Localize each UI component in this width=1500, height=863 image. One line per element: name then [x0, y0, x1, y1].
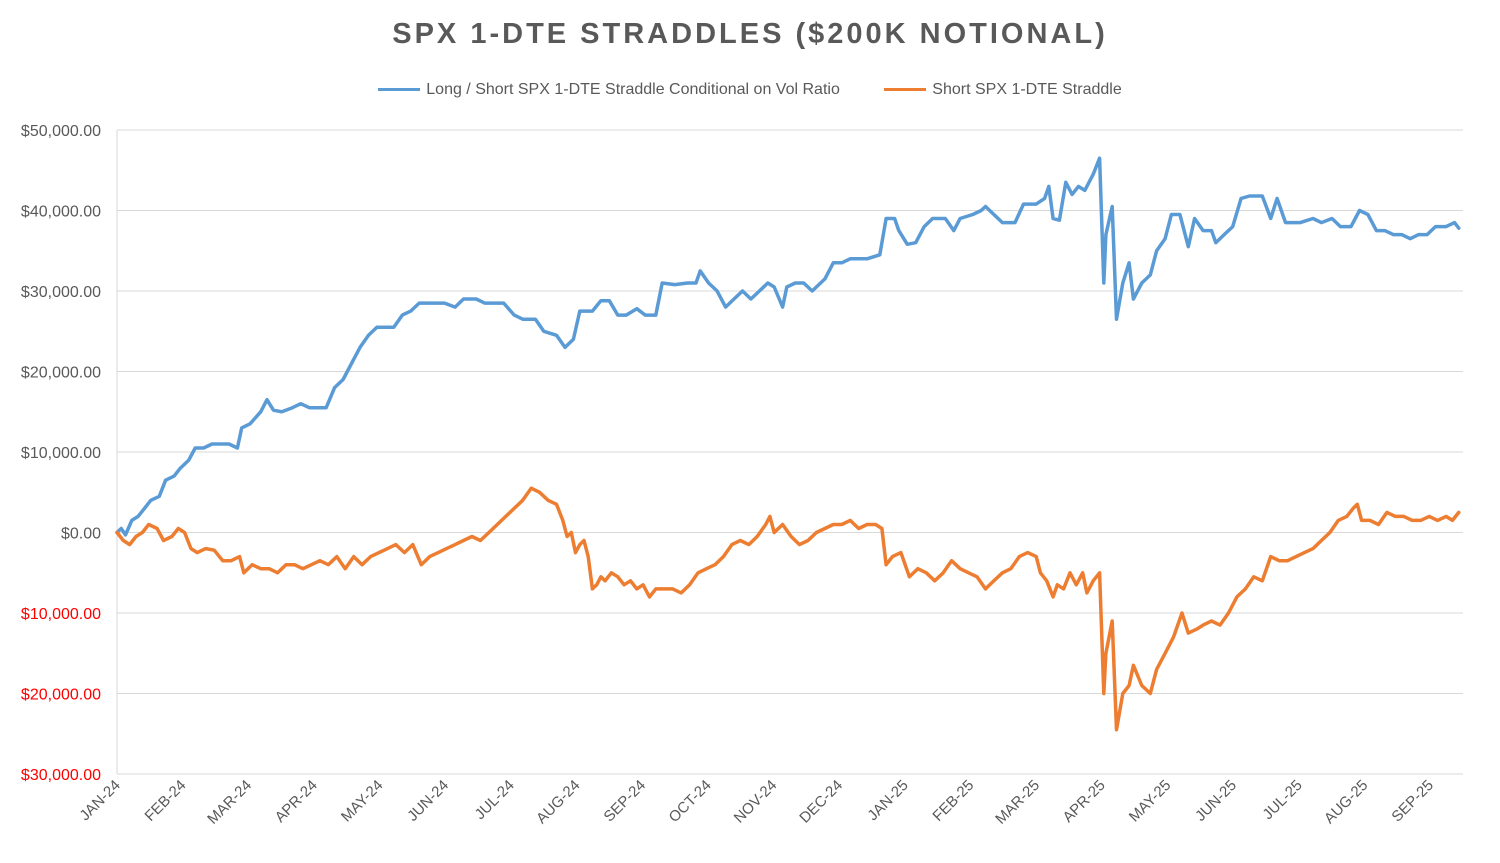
chart-title: SPX 1-DTE STRADDLES ($200K NOTIONAL) — [392, 18, 1108, 50]
y-tick-label: $20,000.00 — [21, 365, 101, 382]
x-tick-label: DEC-24 — [796, 777, 846, 827]
legend-swatch-series-2 — [884, 88, 927, 91]
y-tick-label: $30,000.00 — [21, 284, 101, 301]
y-tick-label: $30,000.00 — [21, 767, 101, 784]
x-tick-label: APR-25 — [1060, 777, 1109, 826]
x-tick-label: NOV-24 — [731, 777, 781, 827]
x-tick-label: FEB-25 — [929, 777, 977, 825]
x-tick-label: SEP-25 — [1388, 777, 1437, 826]
x-tick-label: AUG-24 — [533, 777, 583, 827]
legend-item-series-1: Long / Short SPX 1-DTE Straddle Conditio… — [378, 81, 840, 99]
y-tick-label: $0.00 — [61, 526, 101, 543]
y-tick-label: $40,000.00 — [21, 204, 101, 221]
x-tick-label: FEB-24 — [142, 777, 190, 825]
y-tick-label: $10,000.00 — [21, 445, 101, 462]
series-line-1 — [115, 156, 1461, 537]
x-tick-label: MAY-25 — [1126, 777, 1175, 826]
y-axis-tick-labels: $50,000.00 $40,000.00 $30,000.00 $20,000.00… — [21, 123, 101, 784]
y-tick-label: $50,000.00 — [21, 123, 101, 140]
x-tick-label: JUN-25 — [1192, 777, 1240, 825]
x-tick-label: JUN-24 — [404, 777, 452, 825]
x-tick-label: MAY-24 — [338, 777, 387, 826]
x-tick-label: APR-24 — [272, 777, 321, 826]
x-tick-label: JAN-25 — [864, 777, 911, 824]
legend-label-series-2: Short SPX 1-DTE Straddle — [932, 80, 1122, 98]
series-lines — [115, 156, 1461, 732]
x-tick-label: AUG-25 — [1321, 777, 1371, 827]
x-axis-tick-labels: JAN-24 FEB-24 MAR-24 APR-24 MAY-24 JUN-24 JUL-… — [76, 777, 1437, 828]
x-tick-label: MAR-25 — [992, 777, 1043, 828]
legend: Long / Short SPX 1-DTE Straddle Conditio… — [0, 78, 1500, 99]
x-tick-label: MAR-24 — [204, 777, 255, 828]
x-tick-label: SEP-24 — [601, 777, 650, 826]
legend-item-series-2: Short SPX 1-DTE Straddle — [884, 80, 1122, 99]
legend-label-series-1: Long / Short SPX 1-DTE Straddle Conditio… — [426, 80, 840, 98]
series-line-2 — [115, 486, 1461, 732]
y-tick-label: $10,000.00 — [21, 606, 101, 623]
legend-swatch-series-1 — [378, 88, 421, 91]
x-tick-label: JUL-25 — [1259, 777, 1305, 823]
gridlines — [116, 129, 1463, 775]
x-tick-label: JUL-24 — [472, 777, 518, 823]
y-tick-label: $20,000.00 — [21, 687, 101, 704]
x-tick-label: OCT-24 — [666, 777, 715, 826]
